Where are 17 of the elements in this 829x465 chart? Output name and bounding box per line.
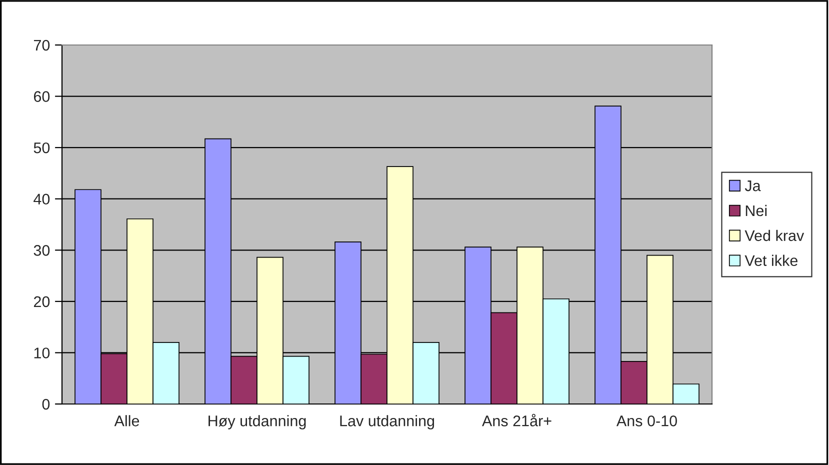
x-tick-label: Lav utdanning: [340, 415, 434, 430]
x-tick-label: Alle: [114, 415, 140, 426]
y-tick-label: 60: [34, 91, 50, 102]
y-tick-label: 40: [34, 194, 50, 205]
y-tick-label: 50: [34, 142, 50, 154]
x-tick-label: Ans 21år+: [482, 414, 552, 426]
y-tick-label: 0: [42, 398, 50, 410]
y-tick-label: 70: [34, 40, 50, 51]
legend-label: Ved krav: [744, 230, 804, 242]
y-tick-label: 10: [34, 348, 50, 358]
legend-label: Nei: [746, 204, 767, 216]
x-tick-label: Høy utdanning: [208, 415, 306, 430]
y-tick-label: 20: [34, 296, 50, 308]
y-tick-label: 30: [34, 245, 50, 256]
legend-label: Vet ikke: [744, 254, 798, 266]
x-tick-label: Ans 0-10: [616, 416, 677, 426]
legend-label: Ja: [744, 180, 761, 192]
